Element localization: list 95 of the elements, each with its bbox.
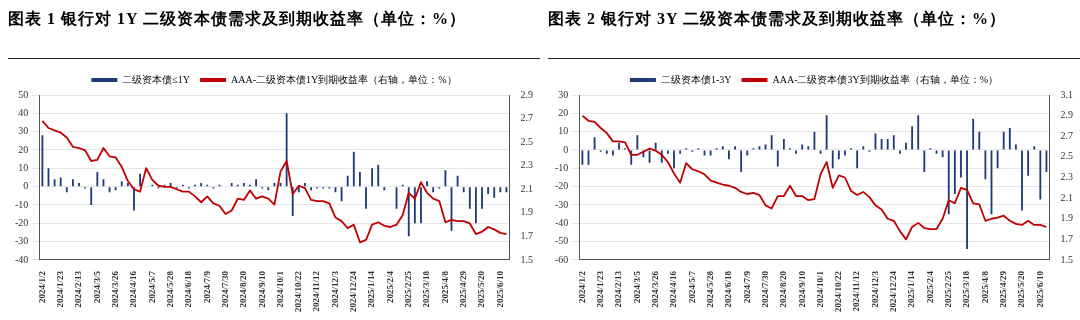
chart-title: 图表 1 银行对 1Y 二级资本债需求及到期收益率（单位：%） (8, 8, 540, 59)
y-tick-label: 40 (18, 106, 29, 118)
x-tick-label: 2024/10/1 (274, 270, 285, 308)
y-tick-label: 50 (18, 88, 29, 100)
x-tick-label: 2025/5/20 (1016, 270, 1027, 308)
y2-tick-label: 2.3 (520, 159, 533, 171)
x-tick-label: 2025/4/8 (979, 270, 990, 304)
chart-title: 图表 2 银行对 3Y 二级资本债需求及到期收益率（单位：%） (548, 8, 1080, 59)
x-tick-label: 2024/1/2 (36, 270, 47, 304)
x-tick-label: 2024/3/5 (631, 270, 642, 304)
x-tick-label: 2024/7/9 (201, 270, 212, 304)
y-tick-label: -40 (14, 253, 29, 265)
y2-tick-label: 1.7 (1060, 233, 1073, 244)
y-tick-label: -30 (554, 198, 569, 210)
y2-tick-label: 1.7 (520, 230, 533, 242)
x-tick-label: 2025/4/29 (458, 270, 469, 308)
x-tick-label: 2024/11/12 (311, 270, 322, 312)
x-tick-label: 2024/5/7 (686, 270, 697, 304)
y-tick-label: -10 (14, 198, 29, 210)
x-tick-label: 2024/9/10 (796, 270, 807, 308)
x-tick-label: 2025/5/20 (476, 270, 487, 308)
x-tick-label: 2025/2/25 (943, 270, 954, 308)
x-tick-label: 2024/8/20 (238, 270, 249, 308)
x-tick-label: 2024/6/18 (723, 270, 734, 308)
x-tick-label: 2024/6/18 (183, 270, 194, 308)
y2-tick-label: 2.5 (520, 135, 533, 147)
x-tick-label: 2024/4/16 (128, 270, 139, 308)
x-tick-label: 2024/1/23 (595, 270, 606, 308)
x-tick-label: 2024/7/30 (759, 270, 770, 308)
legend-label: AAA-二级资本债3Y到期收益率（右轴，单位：%） (772, 73, 999, 85)
x-tick-label: 2024/11/12 (851, 270, 862, 312)
y-tick-label: 10 (558, 125, 569, 137)
x-tick-label: 2024/2/13 (73, 270, 84, 308)
x-tick-label: 2024/9/10 (256, 270, 267, 308)
x-tick-label: 2024/7/9 (741, 270, 752, 304)
y2-tick-label: 2.9 (1060, 109, 1073, 121)
x-tick-label: 2024/12/24 (888, 270, 899, 313)
y-tick-label: 30 (18, 125, 29, 137)
x-tick-label: 2025/6/10 (494, 270, 505, 308)
legend-label: 二级资本债≤1Y (122, 73, 191, 85)
y2-tick-label: 2.7 (520, 112, 533, 124)
x-tick-label: 2025/1/14 (366, 270, 377, 308)
x-tick-label: 2024/3/26 (649, 270, 660, 308)
x-tick-label: 2024/5/7 (146, 270, 157, 304)
x-tick-label: 2024/10/22 (293, 270, 304, 313)
y2-tick-label: 2.1 (520, 182, 533, 194)
y-tick-label: 20 (558, 106, 569, 118)
x-tick-label: 2024/2/13 (613, 270, 624, 308)
y2-tick-label: 2.9 (520, 88, 533, 100)
y2-tick-label: 1.5 (1060, 253, 1073, 265)
y-tick-label: 30 (558, 88, 569, 100)
legend-label: AAA-二级资本债1Y到期收益率（右轴，单位：%） (231, 73, 457, 85)
x-tick-label: 2024/4/16 (668, 270, 679, 308)
y2-tick-label: 1.9 (1060, 212, 1073, 224)
x-tick-label: 2024/10/22 (833, 270, 844, 313)
x-tick-label: 2024/3/5 (91, 270, 102, 304)
y2-tick-label: 2.1 (1060, 191, 1073, 203)
x-tick-label: 2025/6/10 (1034, 270, 1045, 308)
x-tick-label: 2024/12/24 (348, 270, 359, 313)
y2-tick-label: 1.5 (520, 253, 533, 265)
x-tick-label: 2024/10/1 (814, 270, 825, 308)
y2-tick-label: 2.7 (1060, 129, 1073, 141)
y-tick-label: 10 (18, 161, 29, 173)
y2-tick-label: 2.3 (1060, 171, 1073, 183)
y-tick-label: -40 (554, 216, 569, 228)
x-tick-label: 2024/7/30 (219, 270, 230, 308)
y-tick-label: 0 (23, 180, 29, 192)
y-tick-label: -60 (554, 253, 569, 265)
x-tick-label: 2024/12/3 (329, 270, 340, 308)
x-tick-label: 2025/2/4 (924, 270, 935, 304)
y-tick-label: -50 (554, 235, 569, 247)
x-tick-label: 2025/4/29 (998, 270, 1009, 308)
y-tick-label: 20 (18, 143, 29, 155)
x-tick-label: 2024/5/28 (704, 270, 715, 308)
y-tick-label: -20 (554, 180, 569, 192)
x-tick-label: 2024/1/23 (55, 270, 66, 308)
x-tick-label: 2024/8/20 (778, 270, 789, 308)
legend-label: 二级资本债1-3Y (660, 73, 732, 85)
y2-tick-label: 3.1 (1060, 88, 1073, 100)
x-tick-label: 2025/1/14 (906, 270, 917, 308)
x-tick-label: 2025/4/8 (439, 270, 450, 304)
x-tick-label: 2024/5/28 (164, 270, 175, 308)
y-tick-label: -10 (554, 161, 569, 173)
y-tick-label: -30 (14, 235, 29, 247)
y-tick-label: -20 (14, 216, 29, 228)
y2-tick-label: 1.9 (520, 206, 533, 218)
x-tick-label: 2024/12/3 (869, 270, 880, 308)
x-tick-label: 2024/1/2 (576, 270, 587, 304)
y-tick-label: 0 (563, 143, 569, 155)
x-tick-label: 2024/3/26 (109, 270, 120, 308)
x-tick-label: 2025/2/4 (384, 270, 395, 304)
x-tick-label: 2025/2/25 (403, 270, 414, 308)
y2-tick-label: 2.5 (1060, 150, 1073, 162)
x-tick-label: 2025/3/18 (421, 270, 432, 308)
x-tick-label: 2025/3/18 (961, 270, 972, 308)
